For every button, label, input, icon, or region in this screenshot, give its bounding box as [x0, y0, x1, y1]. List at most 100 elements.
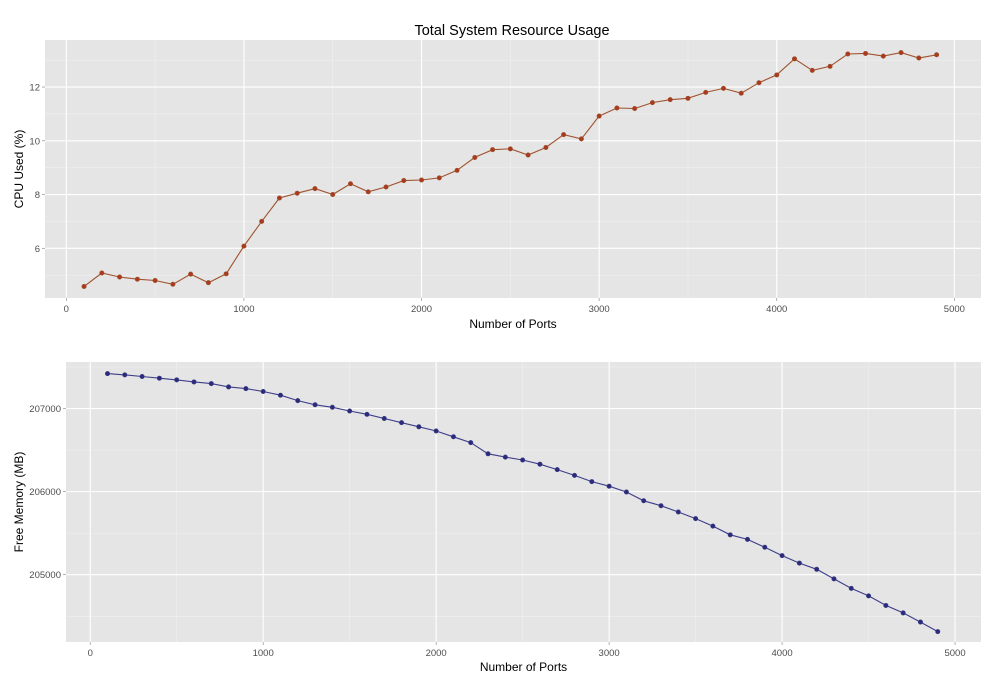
cpu-usage-chart: 0 1000 2000 3000 4000 5000 6 8 10 12 Number of Por…: [12, 40, 981, 331]
cpu-data-point: [99, 270, 105, 276]
cpu-data-point: [916, 55, 922, 61]
mem-data-point: [572, 472, 578, 478]
cpu-data-point: [667, 97, 673, 103]
mem-data-point: [381, 415, 387, 421]
mem-data-point: [641, 498, 647, 504]
cpu-data-point: [756, 80, 762, 86]
mem-panel-background: [66, 362, 981, 642]
cpu-data-point: [685, 95, 691, 101]
cpu-data-point: [809, 67, 815, 73]
cpu-y-axis-title: CPU Used (%): [12, 130, 26, 209]
cpu-y-tick-label: 8: [35, 190, 40, 201]
cpu-data-point: [330, 192, 336, 198]
mem-data-point: [156, 375, 162, 381]
cpu-data-point: [472, 154, 478, 160]
cpu-data-point: [170, 281, 176, 287]
cpu-data-point: [561, 132, 567, 138]
mem-y-tick-label: 206000: [29, 487, 61, 498]
cpu-data-point: [507, 146, 513, 152]
cpu-data-point: [827, 63, 833, 69]
mem-data-point: [866, 593, 872, 599]
mem-x-tick-label: 1000: [253, 648, 274, 659]
cpu-data-point: [436, 175, 442, 181]
cpu-data-point: [134, 276, 140, 282]
cpu-data-point: [774, 72, 780, 78]
mem-data-point: [399, 420, 405, 426]
mem-data-point: [900, 610, 906, 616]
cpu-data-point: [312, 186, 318, 192]
cpu-data-point: [596, 113, 602, 119]
cpu-panel-background: [45, 40, 981, 298]
mem-x-tick-label: 2000: [426, 648, 447, 659]
cpu-data-point: [614, 105, 620, 111]
cpu-y-tick-label: 10: [29, 136, 40, 147]
cpu-data-point: [934, 52, 940, 58]
mem-data-point: [658, 503, 664, 509]
cpu-data-point: [898, 50, 904, 56]
cpu-data-point: [632, 106, 638, 112]
mem-data-point: [935, 629, 941, 635]
mem-data-point: [537, 461, 543, 467]
cpu-data-point: [720, 85, 726, 91]
cpu-data-point: [649, 100, 655, 106]
mem-data-point: [693, 516, 699, 522]
cpu-data-point: [525, 152, 531, 158]
mem-y-axis-title: Free Memory (MB): [12, 452, 26, 553]
mem-data-point: [208, 381, 214, 387]
mem-data-point: [814, 566, 820, 572]
mem-data-point: [277, 392, 283, 398]
cpu-data-point: [152, 278, 158, 284]
mem-x-tick-label: 3000: [599, 648, 620, 659]
cpu-data-point: [205, 280, 211, 286]
cpu-data-point: [490, 147, 496, 153]
mem-data-point: [329, 404, 335, 410]
cpu-data-point: [276, 195, 282, 201]
cpu-x-tick-label: 4000: [766, 304, 787, 315]
mem-data-point: [105, 371, 111, 377]
cpu-x-tick-label: 1000: [233, 304, 254, 315]
cpu-data-point: [863, 50, 869, 56]
cpu-x-tick-label: 0: [64, 304, 69, 315]
mem-data-point: [623, 489, 629, 495]
cpu-data-point: [454, 167, 460, 173]
mem-data-point: [675, 509, 681, 515]
cpu-data-point: [188, 271, 194, 277]
mem-data-point: [226, 384, 232, 390]
mem-x-tick-label: 0: [88, 648, 93, 659]
mem-data-point: [243, 386, 249, 392]
mem-data-point: [468, 440, 474, 446]
mem-data-point: [295, 398, 301, 404]
cpu-y-tick-label: 6: [35, 244, 40, 255]
mem-y-tick-label: 205000: [29, 570, 61, 581]
cpu-data-point: [703, 89, 709, 95]
mem-data-point: [589, 479, 595, 485]
mem-data-point: [122, 372, 128, 378]
mem-data-point: [848, 585, 854, 591]
cpu-data-point: [401, 178, 407, 184]
cpu-data-point: [419, 177, 425, 183]
mem-x-axis-title: Number of Ports: [480, 660, 567, 674]
cpu-data-point: [223, 271, 229, 277]
cpu-data-point: [117, 274, 123, 280]
cpu-x-axis-title: Number of Ports: [469, 317, 556, 331]
cpu-data-point: [383, 184, 389, 190]
cpu-data-point: [294, 190, 300, 196]
mem-data-point: [606, 483, 612, 489]
mem-data-point: [520, 457, 526, 463]
mem-data-point: [139, 374, 145, 380]
mem-y-tick-label: 207000: [29, 404, 61, 415]
mem-data-point: [796, 560, 802, 566]
cpu-data-point: [259, 218, 265, 224]
mem-data-point: [554, 467, 560, 473]
cpu-data-point: [543, 145, 549, 151]
cpu-data-point: [347, 181, 353, 187]
mem-data-point: [710, 523, 716, 529]
mem-x-tick-label: 4000: [772, 648, 793, 659]
mem-data-point: [831, 576, 837, 582]
mem-data-point: [727, 532, 733, 538]
cpu-x-tick-label: 2000: [411, 304, 432, 315]
cpu-data-point: [81, 283, 87, 289]
cpu-data-point: [578, 136, 584, 142]
mem-data-point: [312, 402, 318, 408]
